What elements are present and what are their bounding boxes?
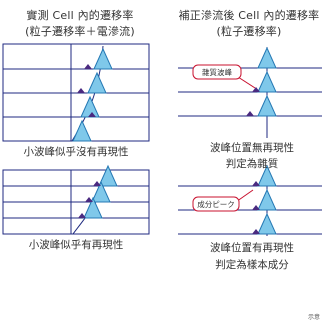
footnote: 示意 bbox=[308, 314, 321, 321]
bottom-callout-box bbox=[192, 196, 240, 212]
tr-small-peak-2 bbox=[246, 111, 254, 116]
top-right-caption-line1: 波峰位置無再現性 bbox=[210, 142, 294, 154]
top-right-caption-line2: 判定為雜質 bbox=[225, 158, 279, 170]
tl-peak-1 bbox=[93, 48, 113, 70]
top-left-panel bbox=[2, 43, 150, 142]
tl-small-peak-2 bbox=[77, 88, 85, 93]
top-callout-label: 雜質波峰 bbox=[202, 67, 232, 77]
top-left-caption: 小波峰似乎沒有再現性 bbox=[23, 146, 129, 158]
right-title-line1: 補正滲流後 Cell 內的遷移率 bbox=[178, 9, 320, 22]
tl-peak-2 bbox=[87, 72, 107, 94]
bottom-right-caption-line2: 判定為樣本成分 bbox=[215, 259, 289, 271]
bottom-right-panel: 成分ピーク bbox=[178, 165, 322, 236]
tr-peak-3 bbox=[257, 95, 277, 117]
tr-peak-1 bbox=[257, 47, 277, 69]
top-callout-box bbox=[192, 64, 242, 80]
bottom-left-panel bbox=[2, 165, 150, 235]
left-title-line1: 實測 Cell 內的遷移率 bbox=[26, 9, 134, 22]
top-left-baselines bbox=[3, 68, 149, 118]
bottom-left-baselines bbox=[3, 185, 149, 219]
right-title-line2: (粒子遷移率) bbox=[216, 25, 282, 38]
tl-small-peak-1 bbox=[84, 64, 92, 69]
tr-peak-2 bbox=[257, 71, 277, 93]
top-callout-pointer bbox=[237, 76, 256, 89]
tl-peak-3 bbox=[80, 96, 100, 118]
bottom-callout-label: 成分ピーク bbox=[197, 199, 235, 209]
br-peak-3 bbox=[257, 213, 277, 235]
left-title-line2: (粒子遷移率＋電滲流) bbox=[25, 25, 135, 38]
bottom-left-caption: 小波峰似乎有再現性 bbox=[28, 239, 124, 251]
br-peak-2 bbox=[257, 189, 277, 211]
top-right-panel: 雜質波峰 bbox=[178, 47, 322, 138]
tl-peak-4 bbox=[72, 120, 92, 142]
bottom-right-caption-line1: 波峰位置有再現性 bbox=[210, 242, 294, 254]
